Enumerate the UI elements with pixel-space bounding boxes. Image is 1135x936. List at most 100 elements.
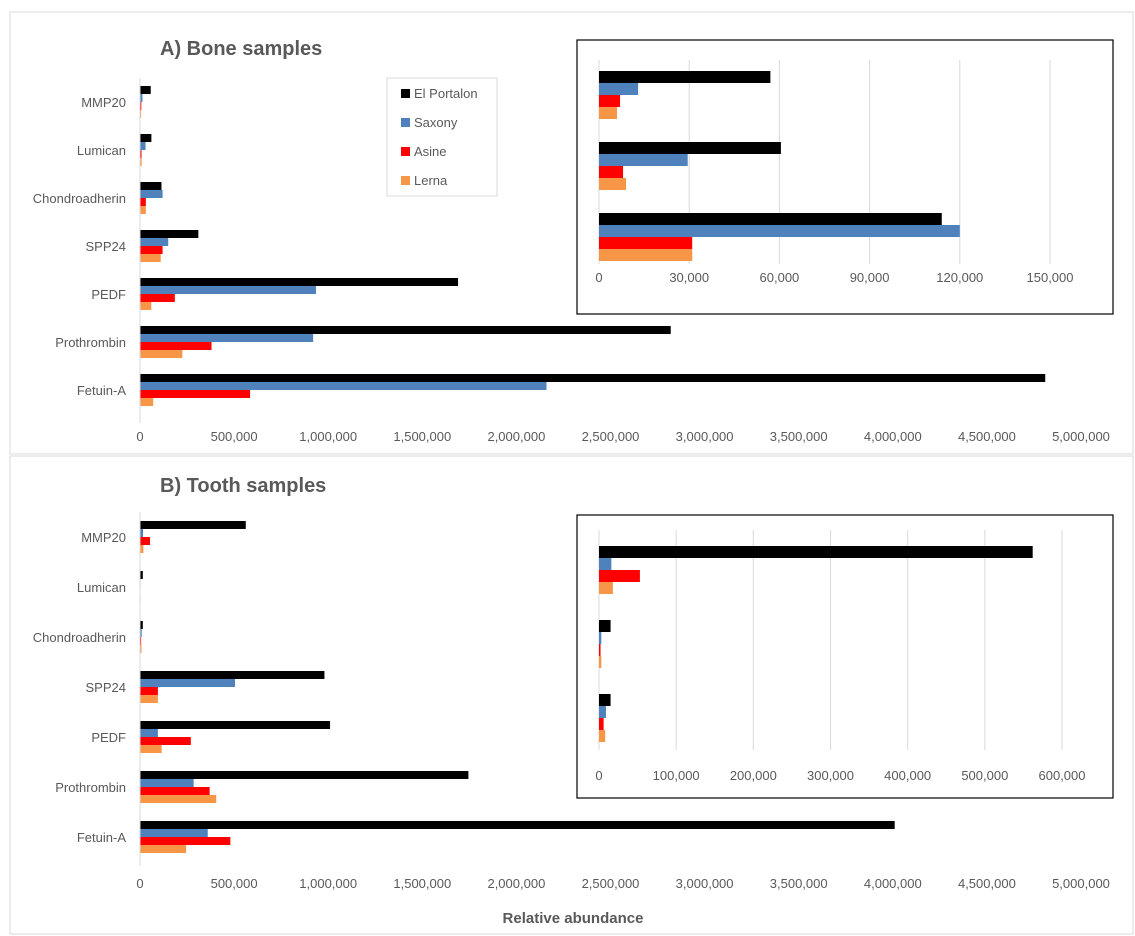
panel-a-inset-bar-2-0 [599, 213, 942, 225]
panel-b-inset-bar-2-1 [599, 706, 606, 718]
panel-b-bar-3-2 [140, 687, 158, 695]
panel-a-inset-bar-1-0 [599, 142, 781, 154]
panel-b-x-tick-9: 4,500,000 [958, 876, 1016, 891]
panel-a-category-label-0: MMP20 [81, 95, 126, 110]
panel-a-inset-bar-2-3 [599, 249, 693, 261]
panel-a-bar-1-0 [140, 134, 152, 142]
legend-swatch-3 [401, 176, 410, 185]
panel-b-title: B) Tooth samples [160, 475, 326, 497]
panel-b-bar-2-1 [140, 629, 142, 637]
panel-a-inset-x-tick-1: 30,000 [669, 270, 709, 285]
panel-b-x-tick-1: 500,000 [211, 876, 258, 891]
panel-a-x-tick-2: 1,000,000 [299, 429, 357, 444]
panel-a-inset-x-tick-4: 120,000 [936, 270, 983, 285]
legend-label-1: Saxony [414, 115, 458, 130]
panel-a-inset-x-tick-0: 0 [595, 270, 602, 285]
panel-a-frame [9, 11, 1134, 455]
panel-b-inset-bar-0-3 [599, 582, 613, 594]
panel-a-category-label-2: Chondroadherin [33, 191, 126, 206]
panel-a-bar-6-3 [140, 398, 154, 406]
panel-b-bar-0-0 [140, 521, 246, 529]
x-axis-label: Relative abundance [503, 910, 644, 927]
panel-b-inset-x-tick-1: 100,000 [653, 768, 700, 783]
panel-a-bar-2-3 [140, 206, 146, 214]
legend-label-2: Asine [414, 144, 447, 159]
panel-a-inset-x-tick-2: 60,000 [760, 270, 800, 285]
panel-b-bar-4-0 [140, 721, 331, 729]
panel-a-inset-x-tick-3: 90,000 [850, 270, 890, 285]
panel-a-bar-5-1 [140, 334, 314, 342]
panel-b-bar-3-0 [140, 671, 325, 679]
panel-a-x-tick-6: 3,000,000 [676, 429, 734, 444]
panel-a-inset-bar-0-1 [599, 83, 639, 95]
panel-b-inset-bar-2-3 [599, 730, 606, 742]
panel-a-category-label-5: Prothrombin [55, 335, 126, 350]
panel-b-bar-2-0 [140, 621, 143, 629]
panel-a-category-label-1: Lumican [77, 143, 126, 158]
panel-a-inset: 0 30,000 60,000 90,000 120,000 150,000 [595, 60, 1074, 285]
panel-b-bar-6-2 [140, 837, 231, 845]
panel-a-bar-0-1 [140, 94, 143, 102]
panel-b-bar-2-2 [140, 637, 142, 645]
panel-b-x-tick-5: 2,500,000 [582, 876, 640, 891]
panel-b-bar-5-3 [140, 795, 217, 803]
panel-a-x-tick-7: 3,500,000 [770, 429, 828, 444]
panel-a-bar-1-3 [140, 158, 142, 166]
panel-b-bar-6-0 [140, 821, 895, 829]
panel-b-category-label-4: PEDF [91, 730, 126, 745]
panel-b-bar-0-2 [140, 537, 150, 545]
panel-a-bar-2-1 [140, 190, 163, 198]
panel-b-x-tick-2: 1,000,000 [299, 876, 357, 891]
panel-b-bar-2-3 [140, 645, 142, 653]
panel-a-inset-bar-1-3 [599, 178, 627, 190]
panel-b-bar-0-1 [140, 529, 144, 537]
panel-a-bar-4-1 [140, 286, 316, 294]
panel-b-bar-5-2 [140, 787, 210, 795]
panel-b-bar-6-1 [140, 829, 208, 837]
panel-a-inset-bar-2-1 [599, 225, 960, 237]
panel-a-bar-1-1 [140, 142, 146, 150]
panel-a-inset-bar-1-1 [599, 154, 688, 166]
panel-a-x-tick-8: 4,000,000 [864, 429, 922, 444]
panel-b-bar-5-0 [140, 771, 469, 779]
panel-b-category-label-3: SPP24 [86, 680, 126, 695]
legend-swatch-1 [401, 118, 410, 127]
panel-b-bar-5-1 [140, 779, 194, 787]
panel-b-x-tick-0: 0 [136, 876, 143, 891]
panel-b-inset-bar-0-2 [599, 570, 640, 582]
panel-b-inset-bar-2-0 [599, 694, 611, 706]
panel-a-x-tick-9: 4,500,000 [958, 429, 1016, 444]
panel-a-bar-2-0 [140, 182, 162, 190]
panel-a-bar-5-2 [140, 342, 212, 350]
panel-b-x-tick-6: 3,000,000 [676, 876, 734, 891]
panel-a-bar-1-2 [140, 150, 142, 158]
panel-b-bar-0-3 [140, 545, 144, 553]
panel-a-inset-frame [576, 39, 1114, 315]
panel-a-title: A) Bone samples [160, 38, 322, 60]
panel-a-category-label-6: Fetuin-A [77, 383, 126, 398]
panel-a-bar-4-2 [140, 294, 175, 302]
panel-b-inset-x-tick-2: 200,000 [730, 768, 777, 783]
panel-b-category-label-0: MMP20 [81, 530, 126, 545]
panel-b-inset-bar-1-3 [599, 656, 602, 668]
panel-b-inset-x-tick-0: 0 [595, 768, 602, 783]
panel-b-x-tick-3: 1,500,000 [393, 876, 451, 891]
panel-b-x-tick-7: 3,500,000 [770, 876, 828, 891]
panel-a-plot: MMP20 Lumican Chondroadherin SPP24 PEDF Proth… [33, 78, 1110, 444]
panel-b-inset-frame [576, 514, 1114, 799]
panel-b-inset-x-tick-5: 500,000 [961, 768, 1008, 783]
panel-b-frame [9, 455, 1134, 935]
panel-b-inset-x-tick-6: 600,000 [1039, 768, 1086, 783]
panel-b-inset-x-tick-3: 300,000 [807, 768, 854, 783]
panel-a-inset-bar-2-2 [599, 237, 693, 249]
panel-b-inset: 0 100,000 200,000 300,000 400,000 500,000 600,… [595, 530, 1086, 783]
legend-label-0: El Portalon [414, 86, 478, 101]
legend-swatch-2 [401, 147, 410, 156]
panel-b-plot: MMP20 Lumican Chondroadherin SPP24 PEDF Proth… [33, 512, 1110, 891]
panel-b-x-tick-8: 4,000,000 [864, 876, 922, 891]
panel-a-bar-5-3 [140, 350, 183, 358]
panel-a-category-label-4: PEDF [91, 287, 126, 302]
legend: El Portalon Saxony Asine Lerna [401, 86, 478, 188]
panel-b-inset-bar-1-1 [599, 632, 602, 644]
